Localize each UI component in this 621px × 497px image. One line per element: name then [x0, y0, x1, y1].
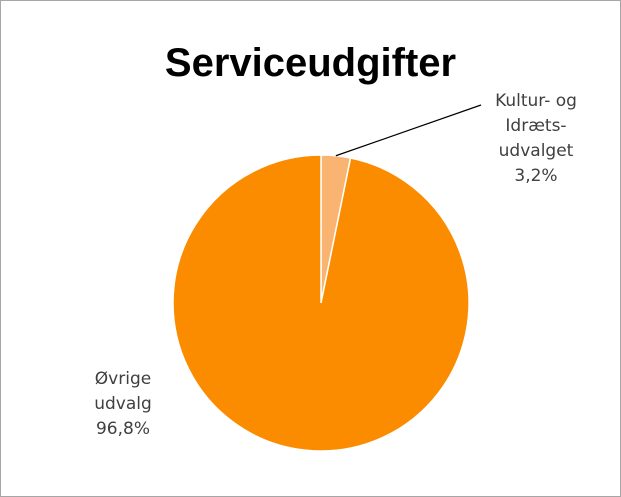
leader-line: [335, 104, 482, 157]
data-label: Øvrige udvalg 96,8%: [73, 367, 173, 442]
pie-slice: [172, 154, 470, 452]
value-label: 3,2%: [514, 166, 558, 186]
data-label: Kultur- og Idræts-udvalget 3,2%: [477, 89, 595, 189]
category-label: Øvrige udvalg: [94, 369, 152, 414]
value-label: 96,8%: [95, 419, 150, 439]
chart-title: Serviceudgifter: [164, 41, 457, 85]
category-label: Kultur- og Idræts-udvalget: [495, 91, 577, 161]
